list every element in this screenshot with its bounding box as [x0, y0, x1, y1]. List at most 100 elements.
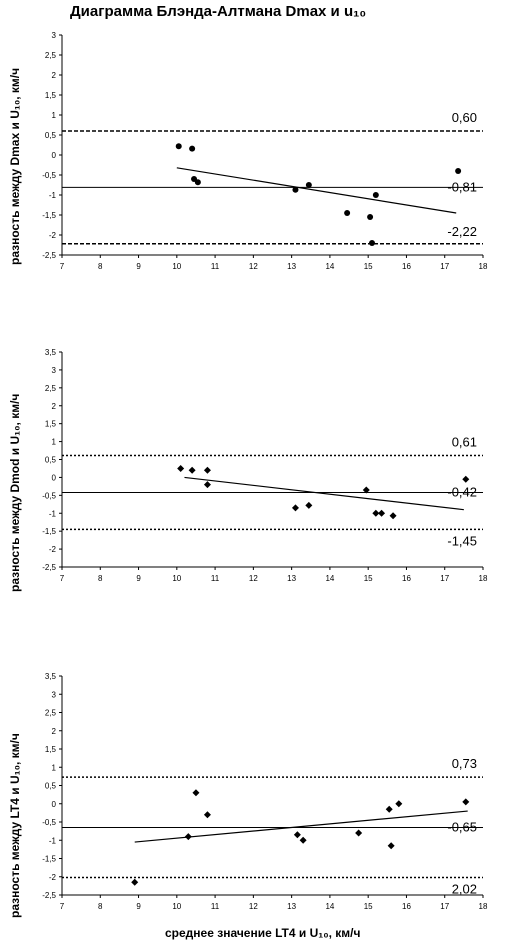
data-point — [291, 504, 299, 512]
y-tick-label: -1,5 — [42, 527, 56, 536]
y-tick-label: -2,5 — [42, 251, 56, 260]
x-tick-label: 14 — [325, 262, 334, 271]
x-tick-label: 14 — [325, 902, 334, 911]
data-point — [293, 831, 301, 839]
data-point — [194, 179, 201, 186]
x-tick-label: 17 — [440, 574, 449, 583]
x-tick-label: 16 — [402, 902, 411, 911]
y-tick-label: -1,5 — [42, 855, 56, 864]
y-tick-label: 2 — [52, 402, 57, 411]
x-tick-label: 12 — [249, 902, 258, 911]
y-tick-label: -2,5 — [42, 563, 56, 572]
data-point — [362, 486, 370, 494]
y-tick-label: 0 — [52, 473, 57, 482]
data-point — [369, 240, 376, 246]
x-tick-label: 8 — [98, 574, 103, 583]
y-tick-label: 2 — [52, 71, 57, 80]
x-tick-label: 18 — [479, 262, 488, 271]
data-point — [203, 481, 211, 489]
x-tick-label: 16 — [402, 262, 411, 271]
data-point — [372, 509, 380, 517]
chart-2-upper-label: 0,61 — [452, 435, 477, 450]
data-point — [395, 800, 403, 808]
data-point — [305, 182, 312, 188]
data-point — [462, 475, 470, 483]
data-point — [367, 214, 374, 220]
chart-2: -2,5 -2 -1,5 -1 -0,5 0 0,5 1 1,5 2 2,5 3 3,5 7 8 9 10 11 1… — [42, 348, 488, 583]
x-tick-label: 14 — [325, 574, 334, 583]
data-point — [192, 789, 200, 797]
y-tick-label: 0,5 — [45, 131, 57, 140]
chart-3-ylabel: разность между LT4 и U₁₀, км/ч — [8, 733, 22, 918]
x-tick-label: 15 — [364, 574, 373, 583]
data-point — [385, 805, 393, 813]
y-tick-label: 2,5 — [45, 709, 57, 718]
y-tick-label: 1,5 — [45, 91, 57, 100]
chart-1-ylabel: разность между Dmax и U₁₀, км/ч — [8, 67, 22, 265]
y-tick-label: 3 — [52, 690, 57, 699]
y-tick-label: 1 — [52, 438, 57, 447]
data-point — [177, 464, 185, 472]
y-tick-label: 2,5 — [45, 51, 57, 60]
data-point — [462, 798, 470, 806]
data-point — [355, 829, 363, 837]
chart-1-mean-label: -0,81 — [447, 179, 477, 194]
x-tick-label: 16 — [402, 574, 411, 583]
x-tick-label: 11 — [211, 262, 220, 271]
y-tick-label: -1 — [49, 836, 57, 845]
data-point — [455, 168, 462, 174]
x-tick-label: 8 — [98, 902, 103, 911]
x-tick-label: 18 — [479, 902, 488, 911]
x-tick-label: 7 — [60, 262, 65, 271]
chart-1-trend-line — [176, 167, 457, 214]
data-point — [175, 143, 182, 150]
x-tick-label: 17 — [440, 902, 449, 911]
data-point — [389, 512, 397, 520]
y-tick-label: 3 — [52, 31, 57, 40]
chart-1: -2,5 -2 -1,5 -1 -0,5 0 0,5 1 1,5 2 2,5 3 7 8 9 10 11 12 13… — [42, 31, 488, 271]
x-tick-label: 12 — [249, 574, 258, 583]
chart-3-upper-label: 0,73 — [452, 756, 477, 771]
y-tick-label: 0 — [52, 151, 57, 160]
chart-2-trend-line — [184, 476, 464, 511]
x-tick-label: 9 — [136, 902, 141, 911]
y-tick-label: 2,5 — [45, 384, 57, 393]
chart-2-mean-label: -0,42 — [447, 484, 477, 499]
y-tick-label: -0,5 — [42, 171, 56, 180]
data-point — [188, 466, 196, 474]
data-point — [292, 186, 299, 193]
x-tick-label: 7 — [60, 902, 65, 911]
y-tick-label: 0,5 — [45, 782, 57, 791]
x-tick-label: 12 — [249, 262, 258, 271]
chart-3-lower-label: 2,02 — [452, 881, 477, 896]
y-tick-label: 3,5 — [45, 348, 57, 357]
chart-3-xlabel: среднее значение LT4 и U₁₀, км/ч — [165, 926, 361, 940]
data-point — [305, 501, 313, 509]
data-point — [344, 210, 351, 216]
y-tick-label: -2 — [49, 231, 57, 240]
data-point — [378, 509, 386, 517]
x-tick-label: 17 — [440, 262, 449, 271]
y-tick-label: 1 — [52, 111, 57, 120]
y-tick-label: -0,5 — [42, 818, 56, 827]
data-point — [299, 836, 307, 844]
y-tick-label: 1 — [52, 763, 57, 772]
chart-2-lower-label: -1,45 — [447, 533, 477, 548]
x-tick-label: 10 — [172, 902, 181, 911]
chart-1-upper-label: 0,60 — [452, 110, 477, 125]
chart-1-title: Диаграмма Блэнда-Алтмана Dmax и u₁₀ — [70, 3, 367, 20]
y-tick-label: -1 — [49, 509, 57, 518]
y-tick-label: -2,5 — [42, 891, 56, 900]
x-tick-label: 13 — [287, 574, 296, 583]
x-tick-label: 18 — [479, 574, 488, 583]
y-tick-label: 1,5 — [45, 745, 57, 754]
y-tick-label: -2 — [49, 545, 57, 554]
y-tick-label: -0,5 — [42, 491, 56, 500]
chart-2-ylabel: разность между Dmod и U₁₀, км/ч — [8, 393, 22, 592]
y-tick-label: -2 — [49, 873, 57, 882]
data-point — [203, 466, 211, 474]
x-tick-label: 7 — [60, 574, 65, 583]
chart-3-trend-line — [134, 810, 468, 843]
data-point — [189, 145, 196, 152]
